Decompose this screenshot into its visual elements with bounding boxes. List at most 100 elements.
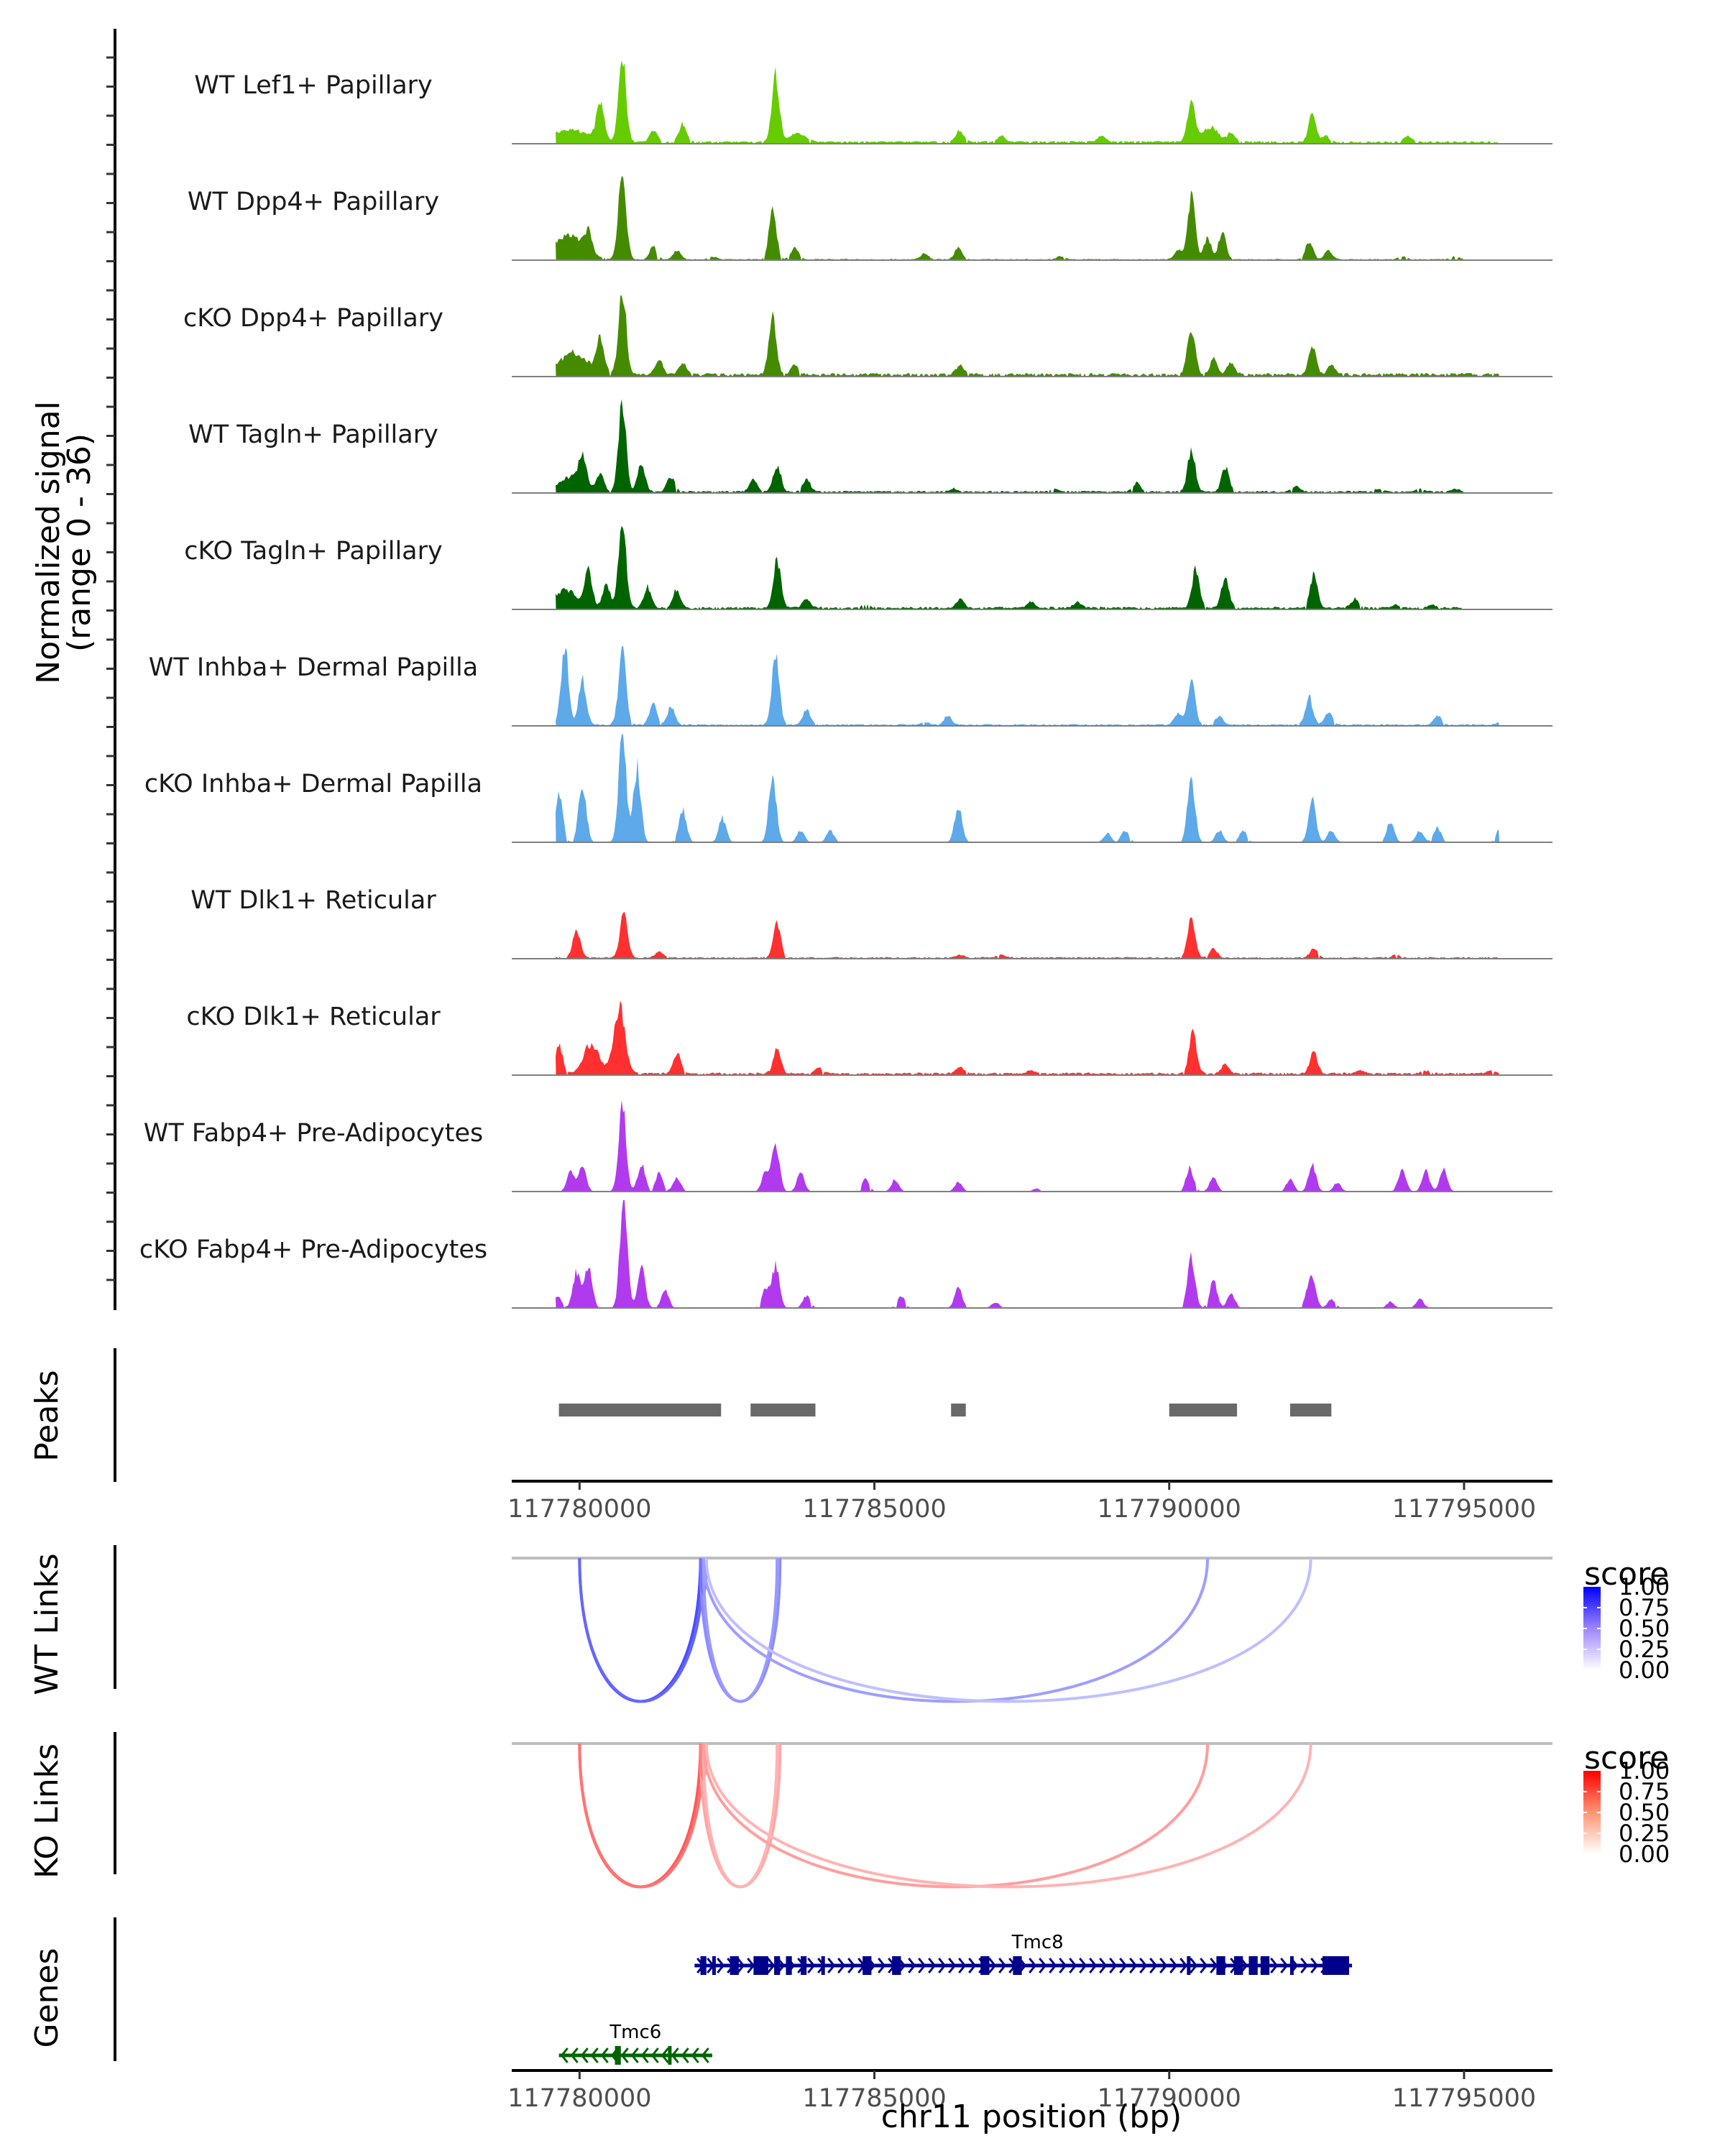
coverage-track-label: WT Inhba+ Dermal Papilla <box>149 653 478 682</box>
gene-exon <box>1013 1956 1022 1975</box>
strand-arrow-icon <box>1310 1958 1319 1973</box>
coverage-track: cKO Fabp4+ Pre-Adipocytes <box>139 1200 1552 1309</box>
legend-tick-label: 0.25 <box>1619 1636 1670 1663</box>
strand-arrow-icon <box>1069 1958 1077 1973</box>
strand-arrow-icon <box>600 2047 609 2063</box>
coverage-area <box>556 295 1500 377</box>
strand-arrow-icon <box>1190 1958 1198 1973</box>
gene-exon <box>753 1956 768 1975</box>
gene-exon <box>786 1956 792 1975</box>
strand-arrow-icon <box>717 1958 725 1973</box>
x-axis-tick-label: 117780000 <box>507 2084 651 2113</box>
strand-arrow-icon <box>827 1958 836 1973</box>
gene-exon <box>1233 1956 1243 1975</box>
strand-arrow-icon <box>807 1958 816 1973</box>
x-axis-tick-label: 117795000 <box>1392 2084 1536 2113</box>
genes-track: Tmc8 Tmc6 <box>558 1932 1353 2065</box>
genes-track-label: Genes <box>29 1948 65 2047</box>
gene-exon <box>1216 1956 1225 1975</box>
x-axis-tick-label: 117790000 <box>1098 1495 1241 1524</box>
x-axis-tick-label: 117780000 <box>507 1495 651 1524</box>
strand-arrow-icon <box>968 1958 977 1973</box>
x-axis-middle: 117780000 117785000 117790000 117795000 <box>507 1480 1552 1524</box>
coverage-track-label: cKO Tagln+ Papillary <box>184 537 443 566</box>
strand-arrow-icon <box>1129 1958 1138 1973</box>
gene-name-label: Tmc8 <box>1011 1932 1064 1953</box>
coverage-area <box>556 645 1500 726</box>
ko-score-legend: score 1.000.750.500.250.00 <box>1583 1740 1670 1868</box>
gene-exon <box>1187 1956 1191 1975</box>
coverage-track: cKO Dpp4+ Papillary <box>183 295 1552 377</box>
strand-arrow-icon <box>1059 1958 1067 1973</box>
strand-arrow-icon <box>681 2047 689 2063</box>
peak-region <box>558 1404 722 1416</box>
coverage-ylabel-line2: (range 0 - 36) <box>61 433 98 652</box>
legend-tick-label: 0.75 <box>1619 1594 1670 1621</box>
strand-arrow-icon <box>691 2047 699 2063</box>
x-axis-title: chr11 position (bp) <box>881 2099 1182 2135</box>
strand-arrow-icon <box>1109 1958 1118 1973</box>
gene-exon <box>615 2046 621 2065</box>
link-arc <box>578 1743 705 1889</box>
coverage-area <box>556 1100 1488 1192</box>
strand-arrow-icon <box>1119 1958 1128 1973</box>
strand-arrow-icon <box>847 1958 856 1973</box>
wt-legend-title: score <box>1584 1556 1669 1593</box>
coverage-track-label: cKO Inhba+ Dermal Papilla <box>144 770 482 798</box>
wt-score-legend: score 1.000.750.500.250.00 <box>1583 1556 1670 1684</box>
strand-arrow-icon <box>938 1958 947 1973</box>
coverage-area <box>556 525 1464 609</box>
strand-arrow-icon <box>1300 1958 1309 1973</box>
peak-region <box>951 1404 966 1416</box>
gene-exon <box>821 1956 825 1975</box>
gene-exon <box>712 1956 716 1975</box>
legend-tick-label: 0.00 <box>1619 1657 1670 1684</box>
coverage-area <box>556 60 1500 144</box>
strand-arrow-icon <box>671 2047 679 2063</box>
strand-arrow-icon <box>1049 1958 1057 1973</box>
peak-region <box>750 1404 816 1416</box>
gene-exon <box>774 1956 781 1975</box>
coverage-track: cKO Inhba+ Dermal Papilla <box>144 734 1552 843</box>
strand-arrow-icon <box>650 2047 659 2063</box>
coverage-area <box>556 1000 1500 1075</box>
strand-arrow-icon <box>958 1958 967 1973</box>
coverage-track-label: cKO Dpp4+ Papillary <box>183 304 443 333</box>
coverage-track-label: cKO Dlk1+ Reticular <box>186 1003 441 1031</box>
legend-tick-label: 0.50 <box>1619 1799 1670 1826</box>
strand-arrow-icon <box>767 1958 776 1973</box>
strand-arrow-icon <box>1149 1958 1158 1973</box>
link-arc <box>702 1743 779 1889</box>
legend-tick-label: 1.00 <box>1619 1757 1670 1784</box>
link-arc <box>702 1557 1210 1703</box>
strand-arrow-icon <box>878 1958 886 1973</box>
coverage-track: WT Dlk1+ Reticular <box>190 886 1552 959</box>
strand-arrow-icon <box>570 2047 579 2063</box>
gene-model: Tmc6 <box>558 2022 712 2065</box>
wt-links-label: WT Links <box>29 1553 65 1695</box>
link-arc <box>704 1743 1312 1889</box>
coverage-track-label: WT Dlk1+ Reticular <box>190 886 436 915</box>
coverage-yaxis-ticks <box>106 56 115 1281</box>
strand-arrow-icon <box>928 1958 937 1973</box>
x-axis-tick-label: 117790000 <box>1098 2084 1241 2113</box>
gene-exon <box>800 1956 807 1975</box>
coverage-track: WT Inhba+ Dermal Papilla <box>149 645 1552 727</box>
strand-arrow-icon <box>640 2047 649 2063</box>
strand-arrow-icon <box>948 1958 957 1973</box>
peak-region <box>1169 1404 1238 1416</box>
coverage-ylabel-line1: Normalized signal <box>30 401 67 684</box>
coverage-track-label: cKO Fabp4+ Pre-Adipocytes <box>139 1235 487 1264</box>
peak-region <box>1289 1404 1332 1416</box>
strand-arrow-icon <box>918 1958 926 1973</box>
legend-tick-label: 0.25 <box>1619 1820 1670 1847</box>
link-arc <box>578 1557 702 1703</box>
link-arc <box>702 1557 779 1703</box>
coverage-area <box>556 911 1500 959</box>
gene-exon <box>668 2046 672 2065</box>
coverage-area <box>556 734 1500 842</box>
strand-arrow-icon <box>1139 1958 1148 1973</box>
link-arc <box>704 1557 1312 1703</box>
peaks-track-label: Peaks <box>29 1370 65 1461</box>
